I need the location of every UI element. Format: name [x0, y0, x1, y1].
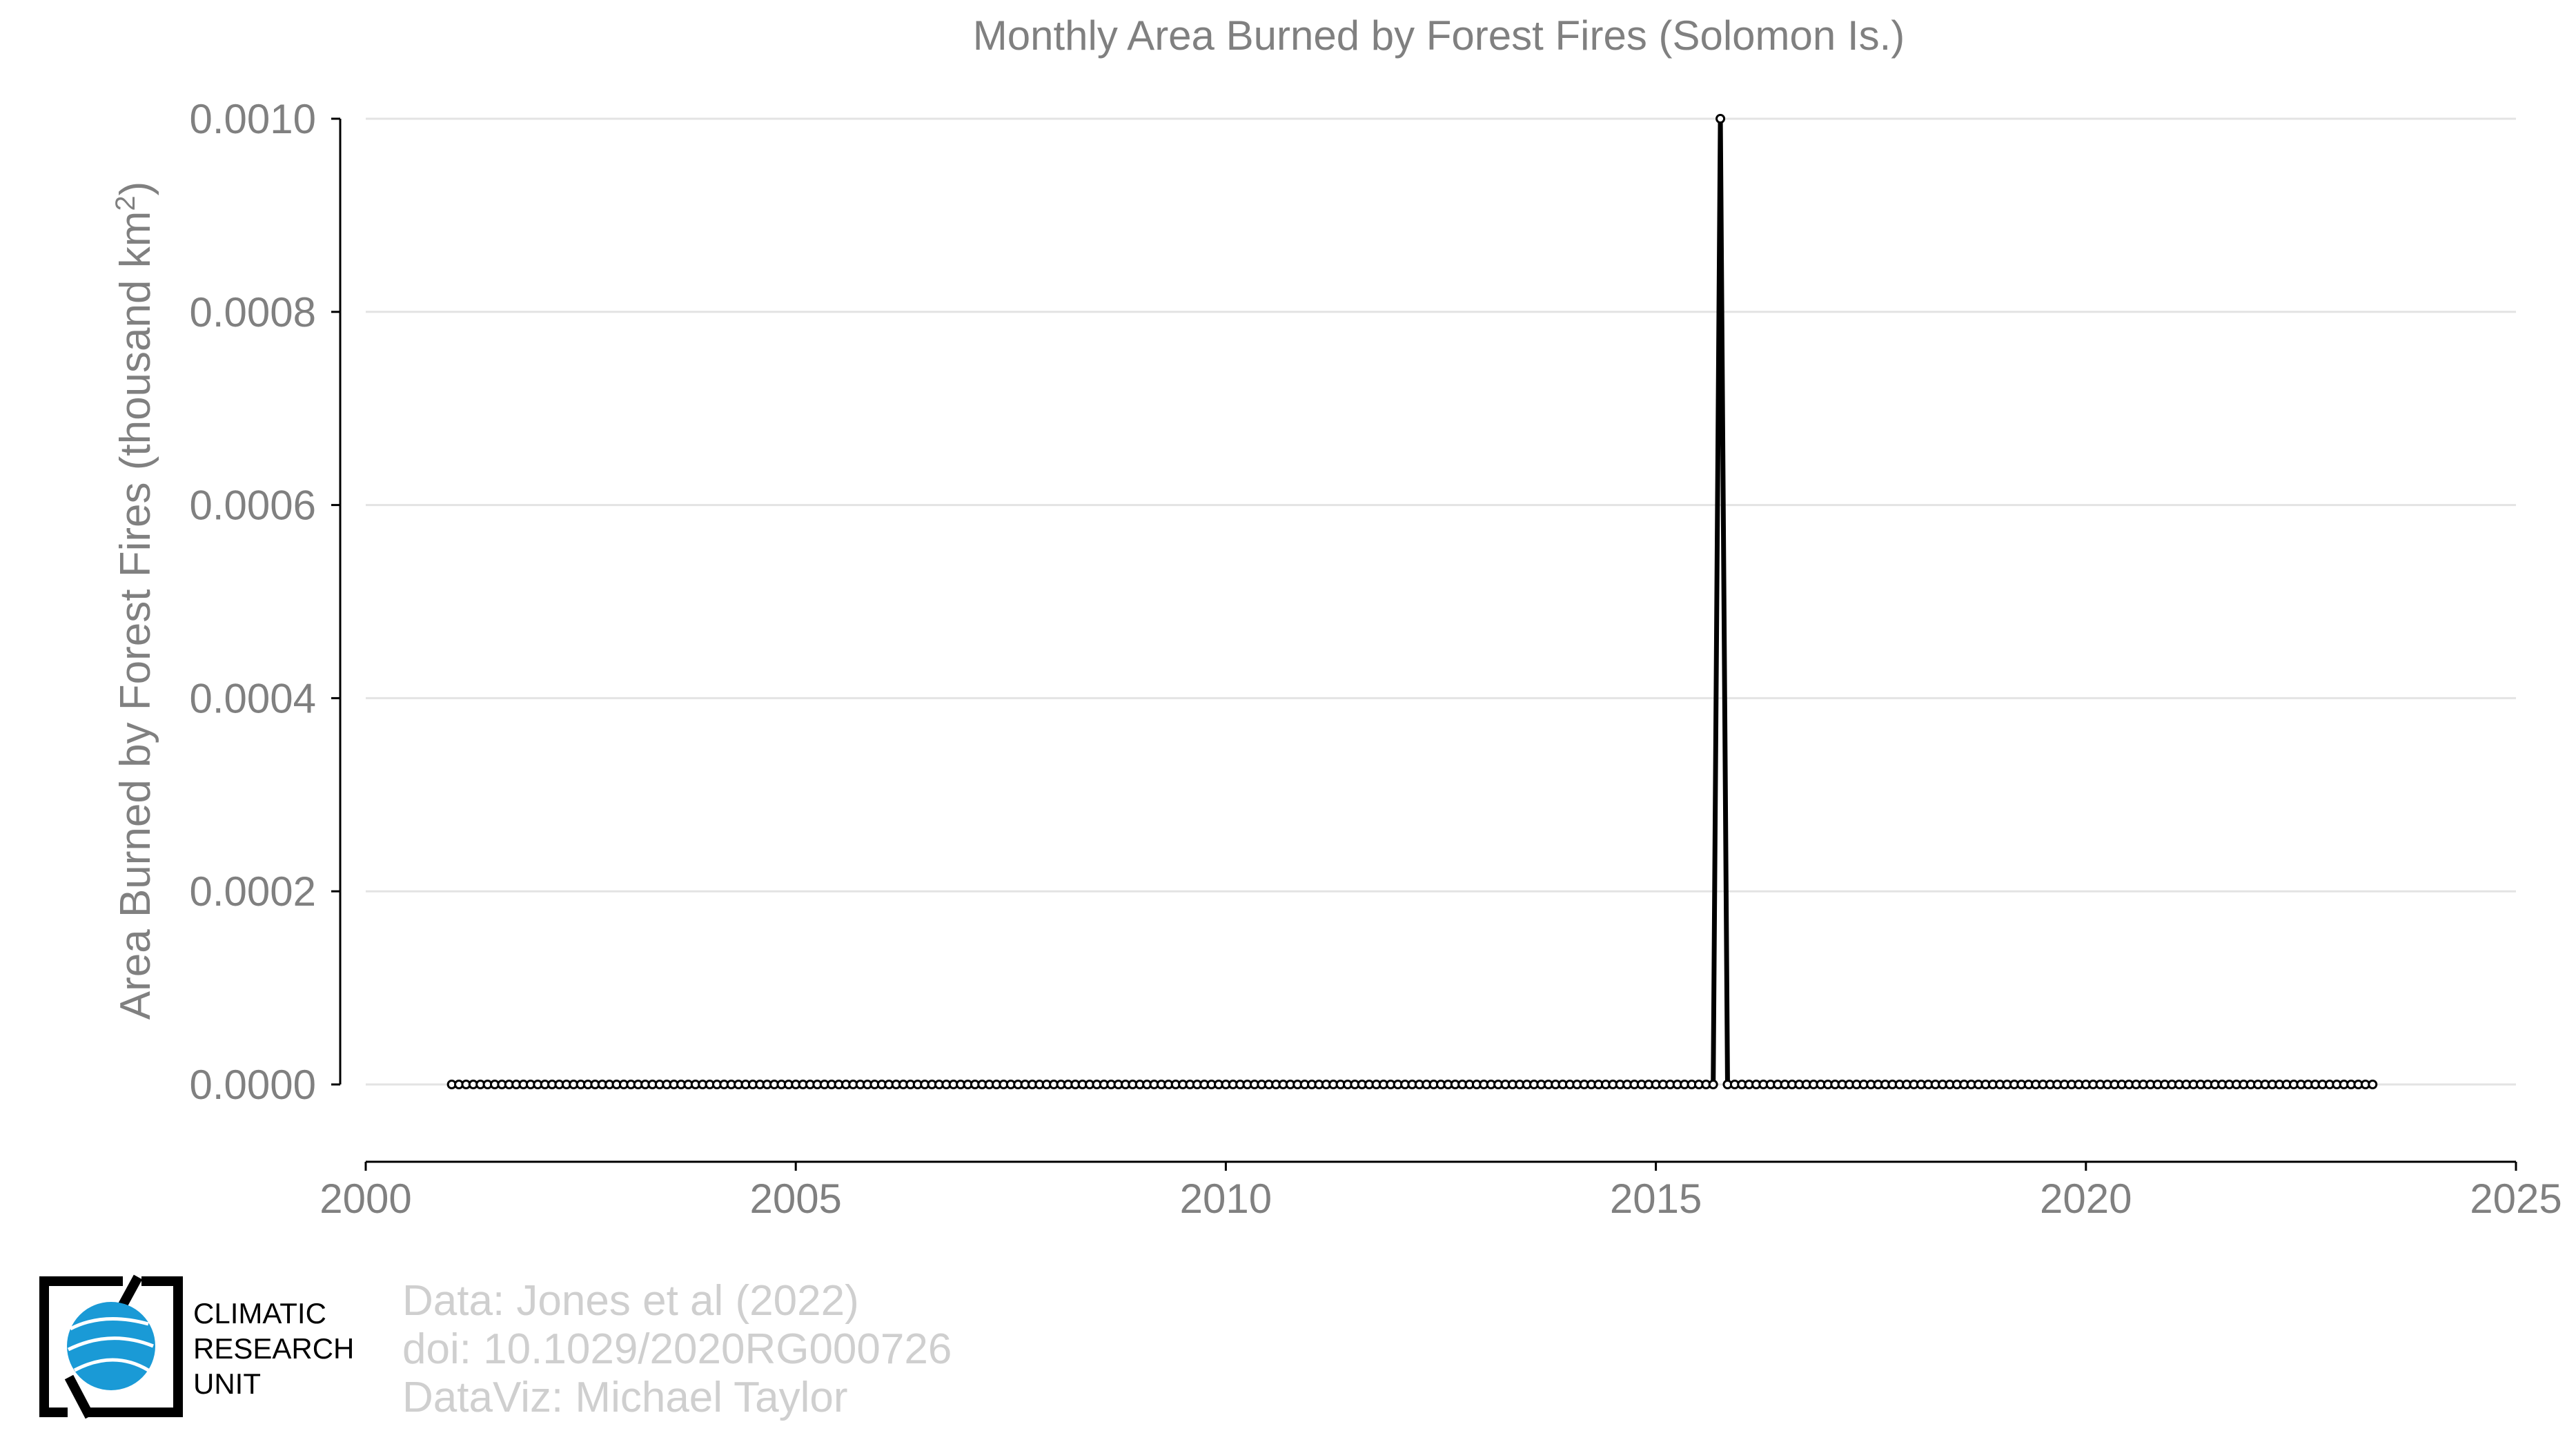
y-tick-label: 0.0000: [189, 1062, 316, 1108]
credit-dataviz: DataViz: Michael Taylor: [402, 1374, 848, 1421]
y-tick-label: 0.0010: [189, 96, 316, 142]
credit-data: Data: Jones et al (2022): [402, 1277, 859, 1325]
cru-logo: CLIMATIC RESEARCH UNIT: [39, 1274, 354, 1419]
globe-swirl-3: [73, 1358, 150, 1372]
globe-icon: [67, 1302, 155, 1390]
y-tick-label: 0.0008: [189, 289, 316, 335]
y-tick-label: 0.0002: [189, 868, 316, 915]
logo-bracket-right: [88, 1276, 183, 1417]
logo-slash-bottom: [64, 1374, 95, 1419]
globe-swirl-1: [69, 1317, 149, 1331]
logo-bracket-left: [39, 1276, 123, 1417]
x-tick-label: 2020: [2040, 1176, 2132, 1222]
y-tick-label: 0.0006: [189, 483, 316, 529]
y-axis-ticks: 0.0000 0.0002 0.0004 0.0006 0.0008 0.0010: [189, 96, 340, 1108]
logo-text-1: CLIMATIC: [193, 1297, 326, 1330]
logo-text-2: RESEARCH: [193, 1332, 354, 1365]
y-axis-label: Area Burned by Forest Fires (thousand km…: [110, 182, 159, 1020]
x-tick-label: 2005: [749, 1176, 841, 1222]
y-axis-label-end: ): [112, 182, 159, 196]
x-axis-ticks: 2000 2005 2010 2015 2020 2025: [319, 1162, 2562, 1222]
series-path: [451, 118, 2373, 1087]
x-tick-label: 2015: [1610, 1176, 1702, 1222]
data-point: [1708, 1080, 1718, 1089]
x-tick-label: 2000: [319, 1176, 411, 1222]
y-tick-label: 0.0004: [189, 675, 316, 721]
chart-title: Monthly Area Burned by Forest Fires (Sol…: [973, 12, 1905, 59]
grid-lines: [366, 117, 2516, 1086]
globe-swirl-2: [67, 1336, 154, 1352]
x-tick-label: 2010: [1180, 1176, 1272, 1222]
series-line: [446, 114, 2378, 1089]
y-axis-label-main: Area Burned by Forest Fires (thousand km: [112, 211, 159, 1020]
y-axis-label-superscript: 2: [110, 195, 141, 211]
credit-doi: doi: 10.1029/2020RG000726: [402, 1325, 952, 1373]
data-point: [1715, 114, 1726, 124]
logo-text-3: UNIT: [193, 1367, 261, 1400]
x-tick-label: 2025: [2470, 1176, 2562, 1222]
data-point: [2368, 1080, 2378, 1089]
